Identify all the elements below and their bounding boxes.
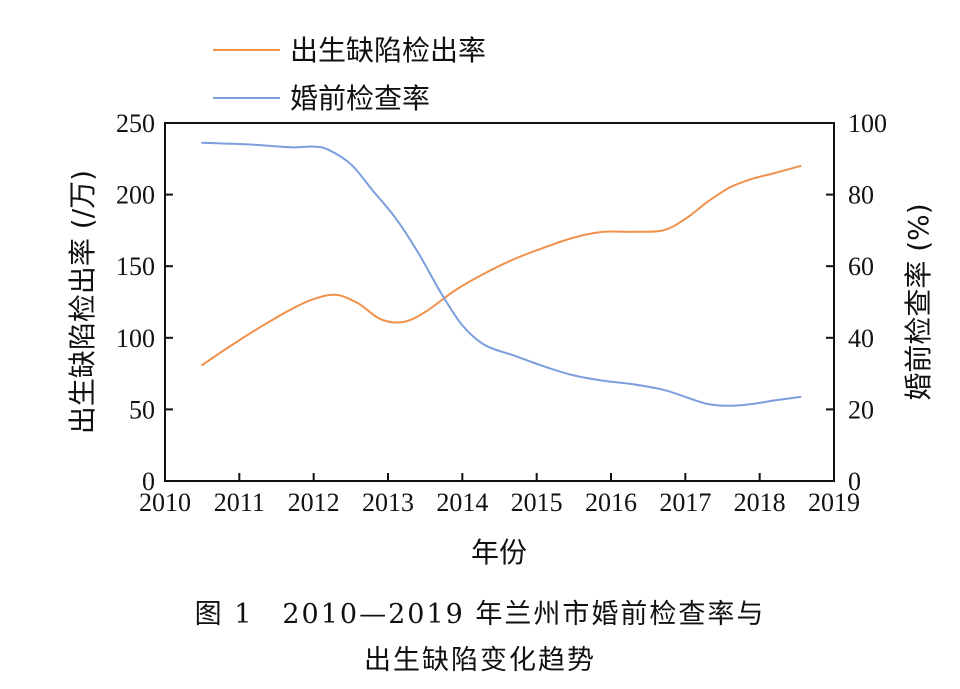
x-tick-label-2017: 2017 xyxy=(659,488,711,517)
y-left-tick-label-250: 250 xyxy=(116,109,155,138)
x-axis-title: 年份 xyxy=(471,536,527,569)
y-right-tick-label-20: 20 xyxy=(848,395,874,424)
x-tick-label-2019: 2019 xyxy=(808,488,860,517)
y-right-tick-label-0: 0 xyxy=(848,467,861,496)
legend: 出生缺陷检出率 婚前检查率 xyxy=(213,34,486,115)
y-left-tick-label-150: 150 xyxy=(116,252,155,281)
y-right-tick-label-80: 80 xyxy=(848,181,874,210)
y-right-tick-label-40: 40 xyxy=(848,324,874,353)
x-tick-label-2011: 2011 xyxy=(214,488,265,517)
y-right-tick-label-100: 100 xyxy=(848,109,887,138)
legend-label-premarital-exam: 婚前检查率 xyxy=(290,82,430,115)
y-left-axis-ticks: 0 50 100 150 200 250 xyxy=(116,109,173,496)
dual-axis-line-chart: 出生缺陷检出率 婚前检查率 2010 2011 2012 2013 2014 2015 20… xyxy=(66,34,935,569)
figure-caption-line2: 出生缺陷变化趋势 xyxy=(364,645,596,676)
y-left-tick-label-100: 100 xyxy=(116,324,155,353)
y-left-tick-label-200: 200 xyxy=(116,181,155,210)
figure-caption-line1: 图 1 2010—2019 年兰州市婚前检查率与 xyxy=(194,599,766,630)
x-tick-label-2010: 2010 xyxy=(139,488,191,517)
x-tick-label-2012: 2012 xyxy=(288,488,340,517)
series-line-premarital-exam xyxy=(201,141,802,407)
y-left-axis-title: 出生缺陷检出率 (/万) xyxy=(66,170,99,434)
y-left-tick-label-50: 50 xyxy=(129,395,155,424)
x-tick-label-2016: 2016 xyxy=(585,488,637,517)
y-left-tick-label-0: 0 xyxy=(142,467,155,496)
legend-label-birth-defect: 出生缺陷检出率 xyxy=(290,34,486,67)
y-right-tick-label-60: 60 xyxy=(848,252,874,281)
x-tick-label-2014: 2014 xyxy=(436,488,488,517)
plot-frame xyxy=(164,122,835,482)
y-right-axis-ticks: 0 20 40 60 80 100 xyxy=(826,109,887,496)
x-tick-label-2013: 2013 xyxy=(362,488,414,517)
series-line-birth-defect xyxy=(201,165,802,366)
x-tick-label-2015: 2015 xyxy=(511,488,563,517)
x-tick-label-2018: 2018 xyxy=(734,488,786,517)
x-axis-ticks: 2010 2011 2012 2013 2014 2015 2016 2017 2018 2019 xyxy=(139,473,860,517)
y-right-axis-title: 婚前检查率 (%) xyxy=(902,203,935,400)
series-lines xyxy=(201,141,802,407)
